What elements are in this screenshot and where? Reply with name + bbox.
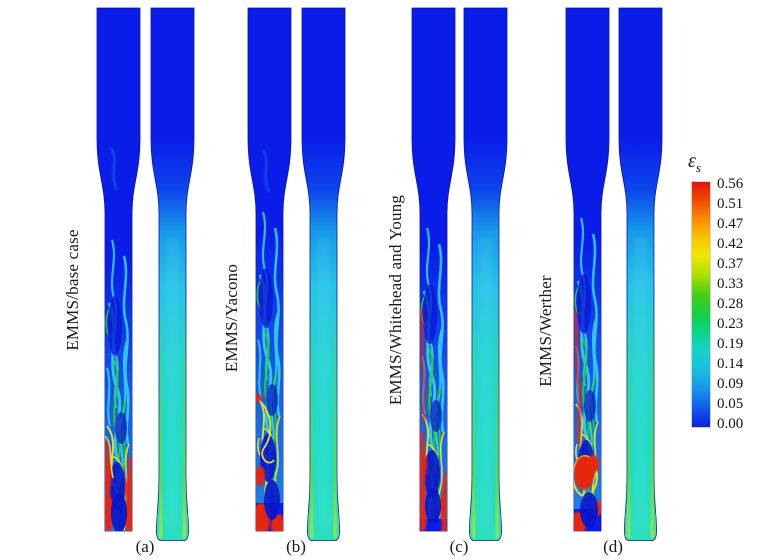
panel-a-instantaneous-contour (96, 7, 141, 532)
case-label-a: EMMS/base case (63, 229, 82, 351)
colorbar-tick: 0.14 (717, 356, 744, 372)
panel-d-instantaneous-contour (565, 7, 610, 532)
colorbar-tick-labels: 0.56 0.51 0.47 0.42 0.37 0.33 0.28 0.23 … (717, 177, 743, 432)
colorbar-tick: 0.42 (717, 236, 744, 252)
panel-letter-a: (a) (135, 537, 155, 556)
colorbar-tick: 0.33 (717, 276, 744, 292)
colorbar-tick: 0.23 (717, 316, 744, 332)
panel-a-averaged-contour (150, 7, 195, 541)
colorbar-tick: 0.51 (717, 196, 744, 212)
colorbar-tick: 0.05 (717, 396, 744, 412)
colorbar-legend: εs 0.56 0.51 0.47 0.42 0.37 0.33 0.28 0.… (686, 150, 778, 440)
panel-b-averaged-contour (301, 7, 346, 541)
case-label-d: EMMS/Werther (536, 275, 555, 387)
colorbar-tick: 0.09 (717, 376, 744, 392)
panel-letter-b: (b) (286, 537, 306, 556)
colorbar-tick: 0.00 (717, 416, 744, 432)
panel-letter-c: (c) (449, 537, 469, 556)
panel-b-instantaneous-contour (247, 7, 292, 532)
colorbar-title: εs (688, 150, 701, 175)
case-label-b: EMMS/Yacono (222, 263, 241, 373)
colorbar-tick: 0.37 (717, 256, 744, 272)
panel-d-averaged-contour (618, 7, 663, 541)
panel-letter-d: (d) (603, 537, 623, 556)
case-label-c: EMMS/Whitehead and Young (386, 194, 405, 406)
colorbar-tick: 0.19 (717, 336, 744, 352)
colorbar-tick: 0.47 (717, 216, 744, 232)
panel-c-averaged-contour (463, 7, 508, 541)
colorbar-gradient (691, 181, 711, 428)
colorbar-tick: 0.56 (717, 176, 744, 192)
panel-c-instantaneous-contour (411, 7, 456, 532)
colorbar-tick: 0.28 (717, 296, 744, 312)
